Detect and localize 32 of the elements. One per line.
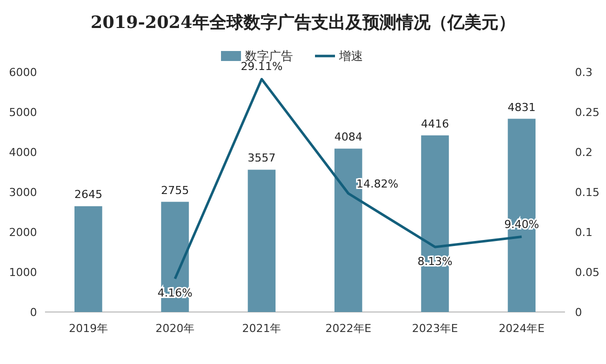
y2-tick-label: 0.1	[575, 226, 592, 239]
data-label: 2645	[74, 188, 102, 202]
legend-label: 数字广告	[245, 49, 293, 63]
y-tick-label: 4000	[9, 146, 37, 159]
x-tick-label: 2020年	[156, 322, 194, 335]
data-label: 2755	[161, 184, 189, 197]
x-tick-label: 2024年E	[498, 322, 545, 335]
legend-label: 增速	[338, 49, 363, 63]
data-label: 4831	[508, 100, 536, 114]
x-tick-label: 2019年	[68, 322, 108, 335]
data-label: 4084	[334, 130, 362, 144]
y-tick-label: 3000	[9, 186, 37, 199]
y-tick-label: 2000	[9, 226, 37, 239]
y2-tick-label: 0.25	[575, 106, 600, 119]
data-label: 29.11%	[240, 60, 283, 74]
x-tick-label: 2023年E	[412, 322, 458, 335]
y-tick-label: 5000	[9, 106, 37, 119]
y2-tick-label: 0.3	[575, 66, 592, 79]
data-label: 4416	[421, 117, 449, 130]
data-label: 3557	[248, 152, 276, 165]
y2-tick-label: 0	[575, 306, 582, 319]
y2-tick-label: 0.05	[575, 266, 600, 279]
chart-title: 2019-2024年全球数字广告支出及预测情况（亿美元）	[90, 13, 516, 33]
bar	[248, 170, 276, 312]
x-tick-label: 2021年	[242, 322, 282, 335]
bar	[74, 206, 102, 312]
y2-tick-label: 0.15	[575, 186, 600, 199]
y-tick-label: 1000	[9, 266, 37, 279]
y2-tick-label: 0.2	[575, 146, 592, 159]
y-tick-label: 6000	[9, 66, 37, 79]
y-tick-label: 0	[30, 306, 37, 319]
x-tick-label: 2022年E	[325, 322, 372, 335]
